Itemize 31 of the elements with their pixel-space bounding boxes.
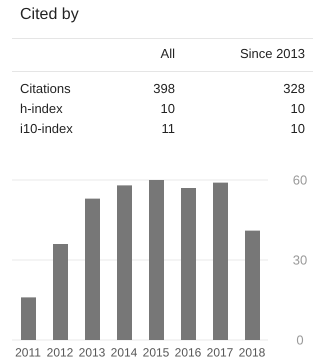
bar	[21, 297, 36, 340]
text: 10	[160, 101, 175, 116]
x-tick-label: 2013	[78, 346, 106, 360]
x-tick-label: 2015	[142, 346, 170, 360]
bar	[213, 182, 228, 340]
text: 10	[290, 121, 305, 136]
text: Since 2013	[240, 46, 305, 61]
bar	[149, 180, 164, 340]
bar	[181, 188, 196, 340]
y-tick-label: 30	[292, 252, 308, 268]
y-tick-label: 60	[292, 172, 308, 188]
x-tick-label: 2011	[15, 346, 42, 360]
bar	[85, 198, 100, 340]
bar	[53, 244, 68, 340]
text: h-index	[20, 101, 63, 116]
text: All	[160, 46, 175, 61]
bar	[117, 185, 132, 340]
text: 11	[162, 121, 175, 136]
text: Citations	[20, 81, 71, 96]
bar	[245, 230, 260, 340]
x-tick-label: 2018	[238, 346, 266, 360]
y-tick-label: 0	[296, 332, 304, 348]
x-tick-label: 2012	[46, 346, 74, 360]
x-tick-label: 2017	[206, 346, 234, 360]
text: 328	[283, 81, 305, 96]
text: 10	[290, 101, 305, 116]
x-tick-label: 2016	[174, 346, 202, 360]
text: 398	[153, 81, 175, 96]
chart-title: Cited by	[20, 6, 79, 24]
x-tick-label: 2014	[110, 346, 138, 360]
text: i10-index	[20, 121, 73, 136]
